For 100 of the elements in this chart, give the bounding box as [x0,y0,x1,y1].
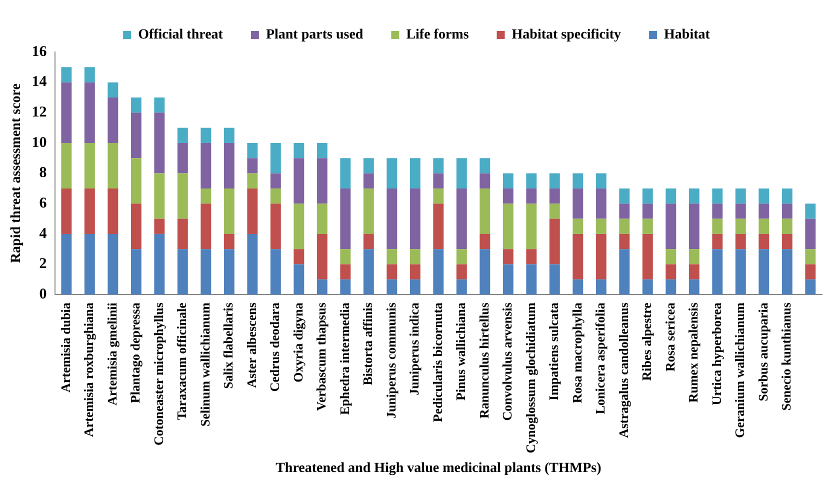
bar [735,249,746,295]
bar [596,173,606,188]
bar [712,234,723,250]
bar [316,158,328,204]
y-tick-label: 14 [32,74,48,90]
bar [480,173,490,188]
y-axis-title: Rapid threat assessment score [9,84,24,264]
bar [363,234,374,250]
bar [84,67,95,82]
bar [84,82,95,143]
bar [340,158,351,188]
bar [433,249,444,295]
bar [177,173,188,219]
bar [340,188,351,250]
x-tick-label: Artemisia gmelinii [104,302,120,406]
bar [410,264,420,280]
bar [154,173,165,219]
bar [502,264,514,295]
x-tick-label: Convolvulus arvensis [500,302,515,421]
bar [549,264,560,295]
x-tick-label: Cynoglossum glochidiatum [522,302,538,454]
bar [130,249,142,295]
bar [480,188,490,234]
bar [666,279,676,295]
bar [410,249,420,264]
bar [666,264,676,280]
bar [177,128,188,143]
x-tick-label: Salix flabellaris [220,302,236,389]
bar [200,204,212,250]
x-tick-label: Juniperus communis [383,302,398,419]
x-tick-label: Rosa macrophylla [569,302,584,404]
bar [572,218,584,234]
bar [456,249,467,264]
bar [340,264,351,280]
bar [688,204,700,250]
bar [410,158,420,188]
bar [224,142,234,188]
bar [712,249,723,295]
legend-label: Plant parts used [266,28,364,43]
bar [642,204,653,219]
bar [270,249,281,295]
bar [502,249,514,264]
bar [316,279,328,295]
bar [410,279,420,295]
bar [270,204,281,250]
bar [782,188,792,204]
bar [294,158,304,204]
bar [84,234,95,295]
bar [805,249,816,264]
bar [130,97,142,113]
bar [316,142,328,158]
bar [619,204,630,219]
bar [130,204,142,250]
bar [386,188,398,250]
bar [758,204,770,219]
bar [502,204,514,250]
x-tick-label: Taraxacum officinale [174,302,190,420]
bar [805,279,816,295]
bar [433,173,444,188]
bar [340,279,351,295]
bar [596,188,606,219]
x-tick-label: Pinus wallichiana [453,302,468,400]
bar [247,234,258,295]
bar [270,173,281,188]
bar [480,158,490,174]
x-tick-label: Ephedra intermedia [336,302,352,415]
bar [549,204,560,219]
bar [480,234,490,250]
bar [642,234,653,280]
x-tick-label: Juniperus indica [406,302,422,396]
bar [735,234,746,250]
bar [688,188,700,204]
x-tick-label: Artemisia dubia [58,302,73,393]
bar [224,249,234,295]
bar [386,264,398,280]
y-tick-label: 10 [32,134,47,151]
bar [596,218,606,234]
bar [61,188,72,234]
bar [316,204,328,234]
bar [805,218,816,250]
bar [154,112,165,174]
bar [61,142,72,188]
bar [619,188,630,204]
bar [294,204,304,250]
bar [549,188,560,204]
bar [108,234,118,295]
bar [294,142,304,158]
bar [758,249,770,295]
bar [200,142,212,188]
bar [316,234,328,280]
bar [688,249,700,264]
y-tick-label: 2 [39,256,47,272]
bar [363,188,374,234]
bar [456,158,467,188]
bar [526,264,537,295]
bar [712,204,723,219]
bar [480,249,490,295]
bar [61,234,72,295]
bar [735,204,746,219]
bar [177,142,188,174]
